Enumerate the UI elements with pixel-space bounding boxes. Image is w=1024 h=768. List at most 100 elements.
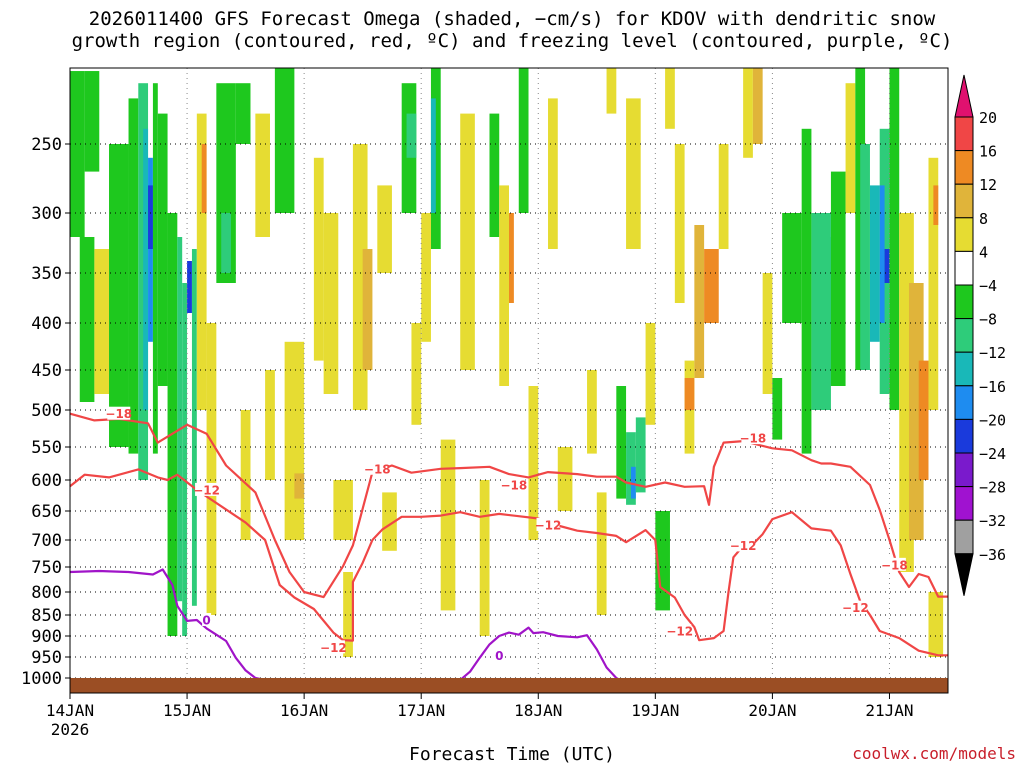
colorbar-label: −28 [979, 479, 1006, 497]
y-tick-label: 850 [31, 606, 62, 626]
omega-cell [377, 185, 392, 273]
y-tick-label: 400 [31, 314, 62, 334]
omega-cell [240, 410, 251, 540]
contour-label-bg [321, 640, 345, 654]
colorbar-box [954, 418, 974, 454]
y-tick-label: 800 [31, 583, 62, 603]
omega-cell [665, 68, 675, 129]
y-tick-label: 450 [31, 361, 62, 381]
omega-cell [528, 386, 539, 540]
omega-cell [152, 83, 158, 454]
colorbar-box [954, 150, 974, 185]
omega-cell [70, 71, 85, 237]
contour-label-bg [731, 538, 755, 552]
x-tick-label: 20JAN [748, 701, 796, 720]
omega-cell [718, 144, 729, 249]
omega-cell [645, 323, 656, 425]
colorbar-cap-top [954, 74, 974, 118]
colorbar-label: −8 [979, 311, 997, 329]
omega-cell [499, 185, 509, 386]
colorbar-cap-bottom [954, 553, 974, 596]
colorbar-box [954, 452, 974, 488]
colorbar: 20 16 12 8 4 −4 −8 −12 −16 −20 −24 −28 −32 −36 [954, 74, 1006, 596]
omega-cell [630, 466, 636, 499]
omega-cell [801, 128, 812, 454]
colorbar-box [954, 183, 974, 219]
omega-cell [255, 113, 270, 237]
y-tick-label: 550 [31, 438, 62, 458]
omega-cell [79, 237, 95, 402]
omega-cell [548, 98, 558, 250]
omega-cell [221, 213, 231, 273]
contour-label-bg [502, 477, 526, 491]
x-tick-label: 19JAN [631, 701, 679, 720]
colorbar-box [954, 486, 974, 521]
omega-cell [94, 249, 110, 394]
omega-cell [182, 283, 188, 636]
contour-label: −12 [842, 601, 869, 615]
omega-cell [557, 447, 573, 511]
colorbar-label: −36 [979, 546, 1006, 564]
omega-cell [187, 261, 192, 313]
omega-cell [235, 83, 251, 144]
y-tick-label: 700 [31, 531, 62, 551]
omega-cell [889, 68, 900, 410]
x-axis-label: Forecast Time (UTC) [409, 744, 615, 765]
plot-frame [69, 67, 949, 694]
x-tick-label: 14JAN [46, 701, 94, 720]
y-tick-label: 300 [31, 204, 62, 224]
omega-cell [587, 370, 597, 454]
omega-cell [918, 360, 929, 480]
contour-line [69, 468, 948, 657]
omega-cell [333, 480, 353, 540]
omega-cell [782, 213, 802, 323]
y-tick-label: 350 [31, 264, 62, 284]
omega-cell [674, 144, 685, 303]
x-tick-label: 16JAN [280, 701, 328, 720]
colorbar-label: −4 [979, 277, 997, 295]
colorbar-label: −12 [979, 344, 1006, 362]
colorbar-box [954, 318, 974, 353]
omega-cell [201, 144, 207, 213]
credit-link[interactable]: coolwx.com/models [852, 744, 1016, 763]
omega-cell [752, 68, 763, 144]
colorbar-label: −16 [979, 378, 1006, 396]
x-tick-label: 17JAN [397, 701, 445, 720]
y-tick-label: 250 [31, 135, 62, 155]
y-tick-label: 900 [31, 627, 62, 647]
colorbar-box [954, 116, 974, 152]
omega-cell [313, 157, 324, 361]
contour-label: −18 [740, 432, 767, 446]
colorbar-label: 16 [979, 143, 997, 161]
y-axis: 2503003504004505005506006507007508008509… [21, 135, 70, 689]
contour-label: −12 [193, 483, 220, 497]
y-tick-label: 500 [31, 401, 62, 421]
omega-cell [928, 592, 944, 657]
omega-cell [406, 113, 417, 158]
omega-cell [596, 492, 607, 615]
x-tick-label: 18JAN [514, 701, 562, 720]
contour-label: −18 [500, 478, 527, 492]
omega-cell [606, 68, 617, 114]
contour-label-bg [741, 431, 765, 445]
omega-cell [762, 273, 773, 394]
y-tick-label: 600 [31, 471, 62, 491]
x-tick-sublabel: 2026 [51, 720, 90, 739]
colorbar-box [954, 250, 974, 286]
omega-cell [421, 213, 431, 342]
omega-cell [323, 213, 339, 394]
contour-label-bg [843, 600, 867, 614]
omega-cell [509, 213, 514, 303]
chart-title: 2026011400 GFS Forecast Omega (shaded, −… [71, 8, 953, 52]
contour-label: −12 [666, 624, 693, 638]
omega-cell [206, 323, 217, 615]
omega-cell [430, 98, 436, 213]
omega-cell [626, 98, 641, 250]
omega-cell [440, 439, 456, 611]
omega-cell [196, 113, 207, 410]
omega-cell [167, 213, 178, 636]
omega-cell [109, 144, 129, 447]
colorbar-label: 8 [979, 210, 988, 228]
